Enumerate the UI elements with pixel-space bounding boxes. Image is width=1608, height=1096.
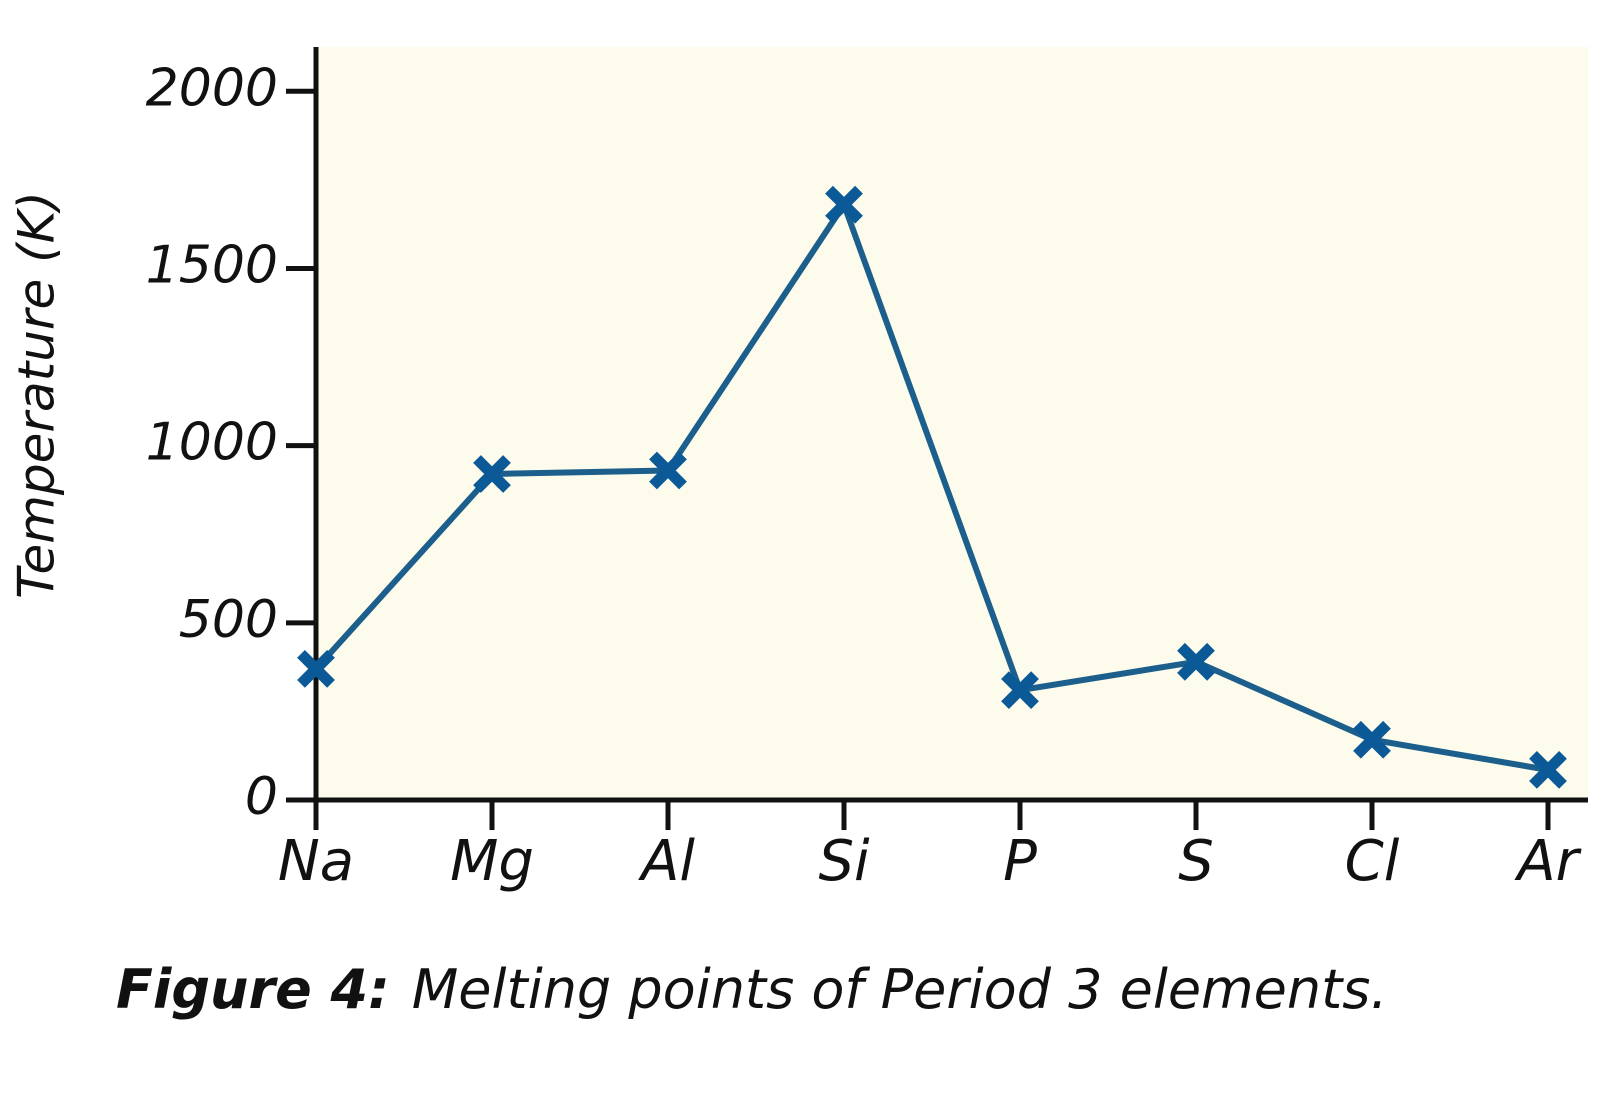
data-marker [1177,642,1215,681]
y-tick-label: 500 [179,590,278,650]
x-tick-label: S [1178,829,1214,894]
data-marker [1529,750,1567,789]
y-tick-label: 1500 [146,235,278,295]
data-line [313,201,1549,773]
y-tick-label: 0 [245,767,278,827]
data-marker [825,185,863,224]
x-tick-label: Mg [450,829,534,894]
x-tick-label: Cl [1345,829,1400,894]
x-tick-label: Na [278,829,354,894]
x-tick-label: P [1003,829,1037,894]
x-tick-label: Si [818,829,870,894]
data-marker [1001,671,1039,710]
x-tick-label: Ar [1514,829,1581,894]
y-tick-label: 1000 [146,413,278,473]
caption-text: Melting points of Period 3 elements. [412,958,1388,1021]
y-tick-label: 2000 [146,58,278,118]
data-marker [473,455,511,493]
y-axis-label: Temperature (K) [8,191,66,599]
caption-label: Figure 4: [116,958,390,1021]
caption: Figure 4: Melting points of Period 3 elem… [116,958,1388,1021]
data-marker [297,649,335,688]
data-marker [1353,720,1391,759]
data-marker [649,451,687,490]
plot-background [316,47,1588,800]
x-tick-label: Al [638,829,695,894]
